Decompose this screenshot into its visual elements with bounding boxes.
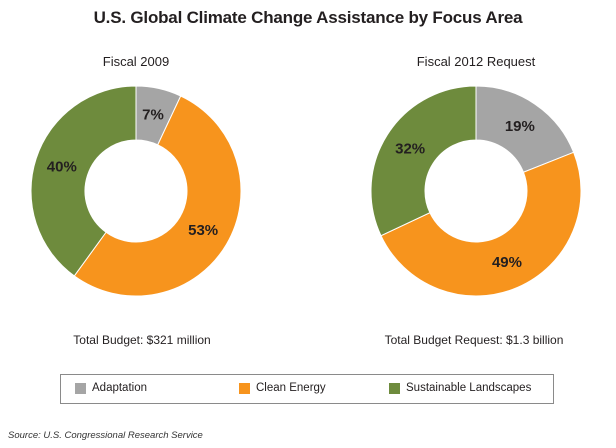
chart-subtitle-fiscal-2009: Fiscal 2009 xyxy=(102,54,170,69)
slice-label-sustainable-landscapes: 40% xyxy=(47,158,77,175)
chart-legend: Adaptation Clean Energy Sustainable Land… xyxy=(60,374,554,404)
slice-label-sustainable-landscapes: 32% xyxy=(395,141,425,158)
slice-label-clean-energy: 49% xyxy=(492,254,522,271)
legend-item-adaptation: Adaptation xyxy=(75,382,147,394)
donut-chart-fiscal-2009: 7% 53% 40% xyxy=(30,85,242,297)
legend-label-clean-energy: Clean Energy xyxy=(256,382,326,394)
total-budget-fiscal-2012: Total Budget Request: $1.3 billion xyxy=(384,333,564,347)
donut-slice-sustainable-landscapes xyxy=(30,85,137,277)
donut-slice-sustainable-landscapes xyxy=(370,85,477,237)
legend-swatch-adaptation xyxy=(75,382,86,394)
chart-title: U.S. Global Climate Change Assistance by… xyxy=(93,8,523,27)
donut-slice-clean-energy xyxy=(73,95,242,297)
legend-item-sustainable-landscapes: Sustainable Landscapes xyxy=(389,382,531,394)
legend-label-sustainable-landscapes: Sustainable Landscapes xyxy=(406,382,532,394)
legend-swatch-clean-energy xyxy=(239,382,250,394)
donut-chart-fiscal-2012: 19% 49% 32% xyxy=(370,85,582,297)
donut-slice-clean-energy xyxy=(380,151,582,297)
slice-label-adaptation: 19% xyxy=(505,118,535,135)
slice-label-adaptation: 7% xyxy=(142,106,164,123)
chart-subtitle-fiscal-2012: Fiscal 2012 Request xyxy=(416,54,536,69)
legend-swatch-sustainable-landscapes xyxy=(389,382,400,394)
slice-label-clean-energy: 53% xyxy=(188,222,218,239)
source-note: Source: U.S. Congressional Research Serv… xyxy=(8,430,203,441)
total-budget-fiscal-2009: Total Budget: $321 million xyxy=(73,333,211,347)
legend-label-adaptation: Adaptation xyxy=(92,382,147,394)
legend-item-clean-energy: Clean Energy xyxy=(239,382,326,394)
